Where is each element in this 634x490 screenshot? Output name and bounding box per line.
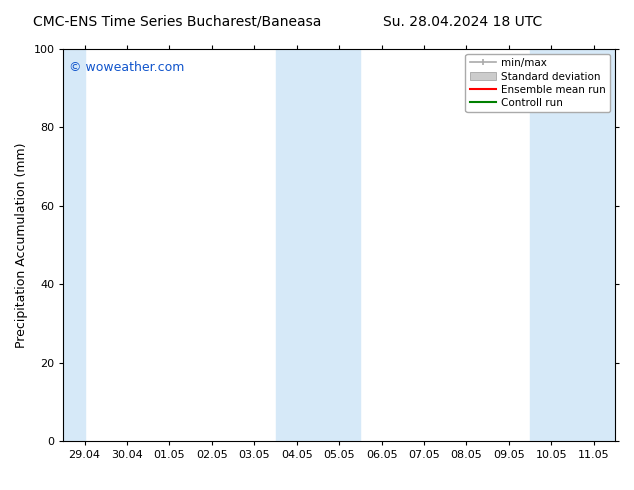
Text: © woweather.com: © woweather.com <box>69 61 184 74</box>
Bar <box>530 49 615 441</box>
Text: Su. 28.04.2024 18 UTC: Su. 28.04.2024 18 UTC <box>383 15 543 29</box>
Text: CMC-ENS Time Series Bucharest/Baneasa: CMC-ENS Time Series Bucharest/Baneasa <box>34 15 321 29</box>
Bar <box>276 49 360 441</box>
Y-axis label: Precipitation Accumulation (mm): Precipitation Accumulation (mm) <box>15 142 28 348</box>
Legend: min/max, Standard deviation, Ensemble mean run, Controll run: min/max, Standard deviation, Ensemble me… <box>465 54 610 112</box>
Bar <box>63 49 84 441</box>
